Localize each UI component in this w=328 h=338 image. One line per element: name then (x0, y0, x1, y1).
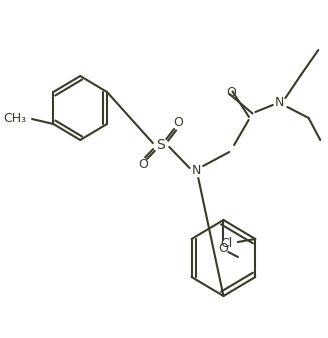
Text: O: O (218, 241, 228, 255)
Text: O: O (226, 87, 236, 99)
Text: N: N (275, 97, 284, 110)
Text: S: S (156, 138, 165, 152)
Text: O: O (138, 159, 148, 171)
Text: Cl: Cl (220, 238, 233, 250)
Text: CH₃: CH₃ (3, 113, 26, 125)
Text: N: N (192, 164, 201, 176)
Text: O: O (173, 117, 183, 129)
